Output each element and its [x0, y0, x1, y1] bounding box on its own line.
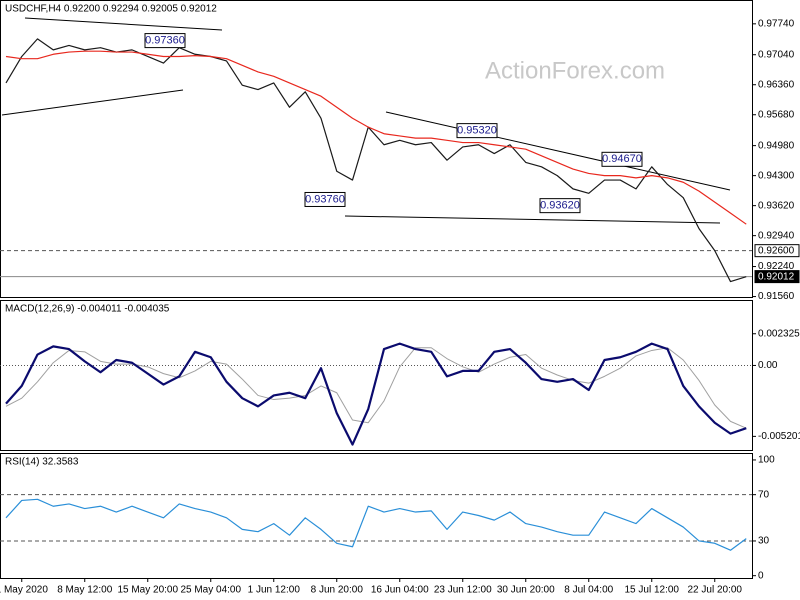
level-label: 0.92600 — [758, 245, 795, 256]
series-line — [5, 38, 747, 283]
x-tick-label: 8 May 12:00 — [57, 585, 112, 596]
panel-frame — [0, 300, 753, 451]
trend-line — [1, 89, 184, 116]
annotation-label: 0.94670 — [602, 153, 642, 165]
y-tick-label: 30 — [758, 536, 770, 547]
annotation-box — [144, 33, 186, 49]
watermark: ActionForex.com — [485, 57, 665, 84]
y-tick-label: 0.002325 — [758, 328, 800, 339]
trend-line — [344, 215, 721, 224]
annotation-label: 0.93760 — [305, 193, 345, 205]
x-tick-label: 25 May 04:00 — [180, 585, 241, 596]
y-tick-label: 100 — [758, 455, 775, 466]
y-tick-label: 0.95680 — [758, 109, 795, 120]
annotation-box — [601, 151, 643, 167]
annotation-label: 0.97360 — [145, 35, 185, 47]
panel-title: RSI(14) 32.3583 — [5, 457, 79, 468]
trend-line — [385, 111, 731, 191]
level-label: 0.92012 — [758, 271, 795, 282]
annotation-label: 0.93620 — [540, 200, 580, 212]
series-line — [5, 498, 747, 551]
y-tick-label: 0.94980 — [758, 140, 795, 151]
panel-frame — [0, 0, 753, 298]
y-tick-label: 0.92940 — [758, 230, 795, 241]
y-tick-label: 0.96360 — [758, 79, 795, 90]
panel-title: USDCHF,H4 0.92200 0.92294 0.92005 0.9201… — [5, 4, 217, 15]
x-tick-label: 1 Jun 12:00 — [248, 585, 301, 596]
y-tick-label: 0.91560 — [758, 291, 795, 302]
y-tick-label: 0.00 — [758, 360, 778, 371]
y-tick-label: 0.97740 — [758, 18, 795, 29]
series-line — [5, 50, 747, 225]
panel-title: MACD(12,26,9) -0.004011 -0.004035 — [5, 304, 170, 315]
annotation-box — [304, 191, 346, 207]
x-tick-label: 23 Jun 12:00 — [434, 585, 492, 596]
y-tick-label: 0.94300 — [758, 170, 795, 181]
y-tick-label: 70 — [758, 489, 770, 500]
x-tick-label: 15 May 20:00 — [117, 585, 178, 596]
x-tick-label: 8 Jun 20:00 — [311, 585, 364, 596]
y-tick-label: 0 — [758, 570, 764, 581]
x-tick-label: 22 Jul 20:00 — [688, 585, 743, 596]
annotation-box — [456, 123, 498, 139]
annotation-box — [539, 198, 581, 214]
trend-line — [24, 17, 223, 31]
x-tick-label: 30 Jun 20:00 — [497, 585, 555, 596]
series-line — [5, 347, 747, 429]
level-label-box — [754, 244, 800, 258]
x-tick-label: 8 Jul 04:00 — [564, 585, 613, 596]
series-line — [5, 342, 747, 446]
y-tick-label: 0.93620 — [758, 200, 795, 211]
y-tick-label: 0.97040 — [758, 49, 795, 60]
x-tick-label: 16 Jun 04:00 — [371, 585, 429, 596]
level-label-box — [754, 270, 800, 284]
panel-frame — [0, 453, 753, 579]
y-tick-label: -0.005201 — [758, 431, 800, 442]
x-tick-label: 1 May 2020 — [0, 585, 48, 596]
x-tick-label: 15 Jul 12:00 — [625, 585, 680, 596]
y-tick-label: 0.92240 — [758, 261, 795, 272]
annotation-label: 0.95320 — [457, 125, 497, 137]
